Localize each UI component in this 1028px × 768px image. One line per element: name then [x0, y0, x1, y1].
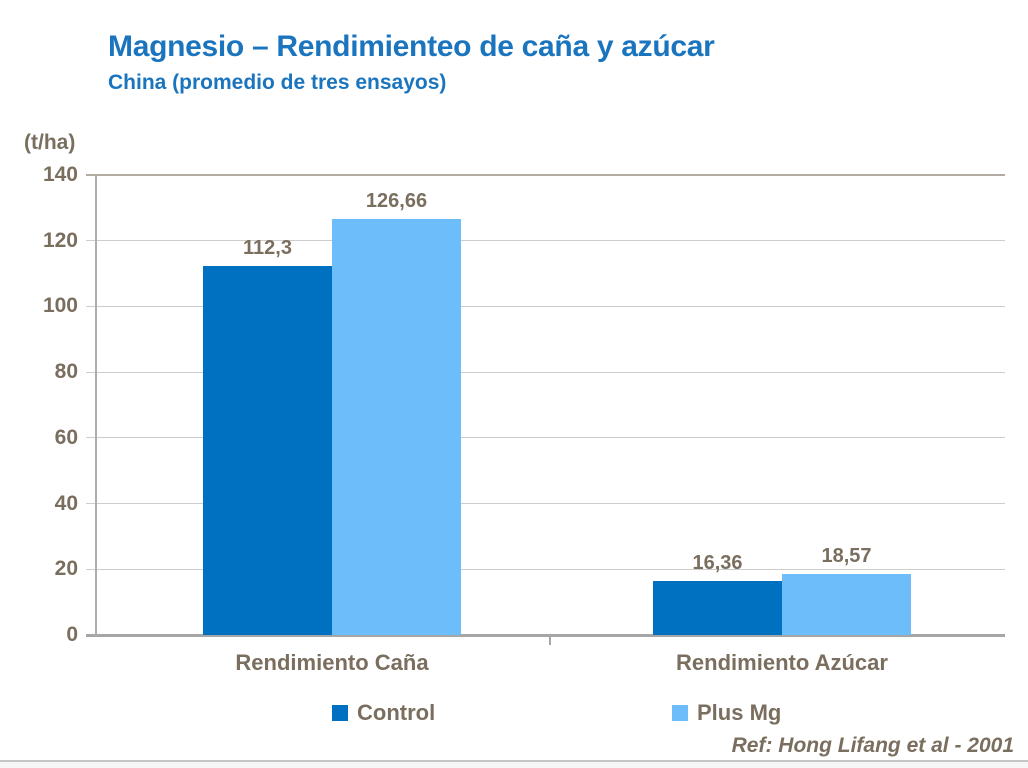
value-label-control-0: 112,3 — [243, 237, 292, 259]
gridline-0 — [86, 633, 1005, 637]
y-axis-unit-label: (t/ha) — [24, 131, 76, 154]
gridline-60 — [86, 437, 1005, 439]
y-tick-label-40: 40 — [54, 491, 78, 515]
y-tick-label-20: 20 — [54, 557, 78, 581]
category-label-0: Rendimiento Caña — [235, 650, 429, 675]
gridline-120 — [86, 240, 1005, 242]
value-label-plus-mg-1: 18,57 — [821, 544, 872, 567]
value-label-plus-mg-0: 126,66 — [365, 189, 428, 212]
legend-item-plus-mg: Plus Mg — [672, 700, 781, 726]
chart-subtitle: China (promedio de tres ensayos) — [108, 71, 447, 94]
gridline-40 — [86, 503, 1005, 505]
legend-color-swatch-control — [332, 705, 348, 721]
gridline-140 — [86, 174, 1005, 176]
value-label-control-1: 16,36 — [692, 552, 743, 575]
legend-label-control: Control — [357, 700, 436, 725]
bottom-strip — [0, 762, 1028, 768]
gridline-80 — [86, 371, 1005, 373]
bottom-divider-line — [0, 760, 1028, 762]
x-axis-center-tick — [549, 636, 551, 645]
y-axis-line — [95, 174, 97, 636]
y-tick-label-120: 120 — [42, 228, 78, 252]
legend-item-control: Control — [332, 700, 435, 726]
category-label-1: Rendimiento Azúcar — [676, 650, 888, 675]
reference-text: Ref: Hong Lifang et al - 2001 — [731, 734, 1014, 757]
bar-plus-mg-1 — [782, 573, 911, 635]
gridline-100 — [86, 305, 1005, 307]
bar-control-1 — [653, 581, 782, 635]
gridline-20 — [86, 568, 1005, 570]
y-tick-label-140: 140 — [42, 163, 78, 186]
legend-label-plus-mg: Plus Mg — [697, 700, 782, 725]
y-tick-label-60: 60 — [54, 425, 78, 449]
y-tick-label-100: 100 — [42, 294, 78, 318]
y-tick-label-0: 0 — [66, 623, 78, 646]
y-tick-label-80: 80 — [54, 360, 78, 384]
bar-control-0 — [203, 266, 332, 635]
legend-color-swatch-plus-mg — [672, 705, 688, 721]
bar-plus-mg-0 — [332, 218, 461, 635]
chart-title: Magnesio – Rendimienteo de caña y azúcar — [108, 30, 715, 63]
